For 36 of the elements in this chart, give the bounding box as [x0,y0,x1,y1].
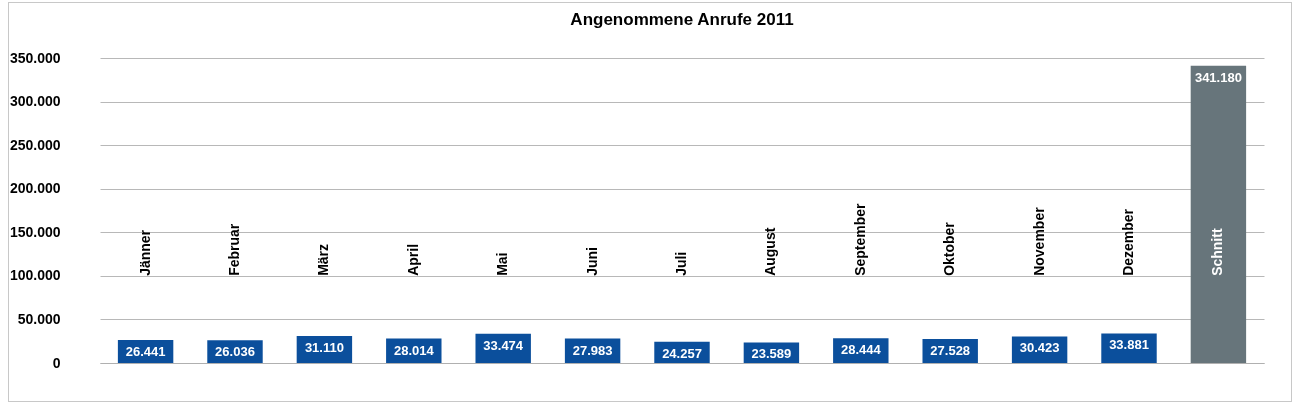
data-label: 33.474 [483,337,524,353]
x-tick-label: Oktober [941,221,958,276]
x-tick-label: Mai [494,252,511,276]
y-tick-label: 350.000 [9,49,61,66]
data-label: 26.036 [215,344,255,360]
x-tick-label: Juli [673,251,689,276]
x-tick-label: August [762,227,779,276]
x-tick-label: März [315,243,332,276]
data-label: 24.257 [662,345,702,361]
data-label: 31.110 [304,339,344,355]
data-label: 26.441 [125,343,166,359]
data-label: 27.983 [572,342,613,358]
y-tick-label: 100.000 [9,267,61,284]
x-tick-label: Februar [226,223,242,276]
data-label: 30.423 [1019,340,1060,356]
data-label: 23.589 [751,346,792,362]
data-label: 33.881 [1109,337,1149,353]
x-tick-label: November [1030,206,1047,276]
x-tick-label: April [404,243,421,276]
chart-title: Angenommene Anrufe 2011 [570,10,794,29]
y-tick-label: 250.000 [9,136,61,153]
y-tick-label: 300.000 [9,93,61,110]
data-label: 28.444 [840,342,882,358]
x-tick-label: Dezember [1120,208,1136,276]
y-tick-label: 50.000 [17,310,61,327]
x-tick-label: Schnitt [1209,228,1226,276]
bar [1190,65,1247,363]
y-tick-label: 0 [52,354,61,371]
data-label: 27.528 [930,343,971,359]
x-tick-label: Jänner [136,229,153,276]
y-tick-label: 150.000 [9,223,61,240]
data-label: 341.180 [1194,69,1242,85]
x-tick-label: Juni [583,247,600,276]
x-tick-label: September [851,202,868,276]
y-tick-label: 200.000 [9,180,61,197]
data-label: 28.014 [393,342,435,358]
